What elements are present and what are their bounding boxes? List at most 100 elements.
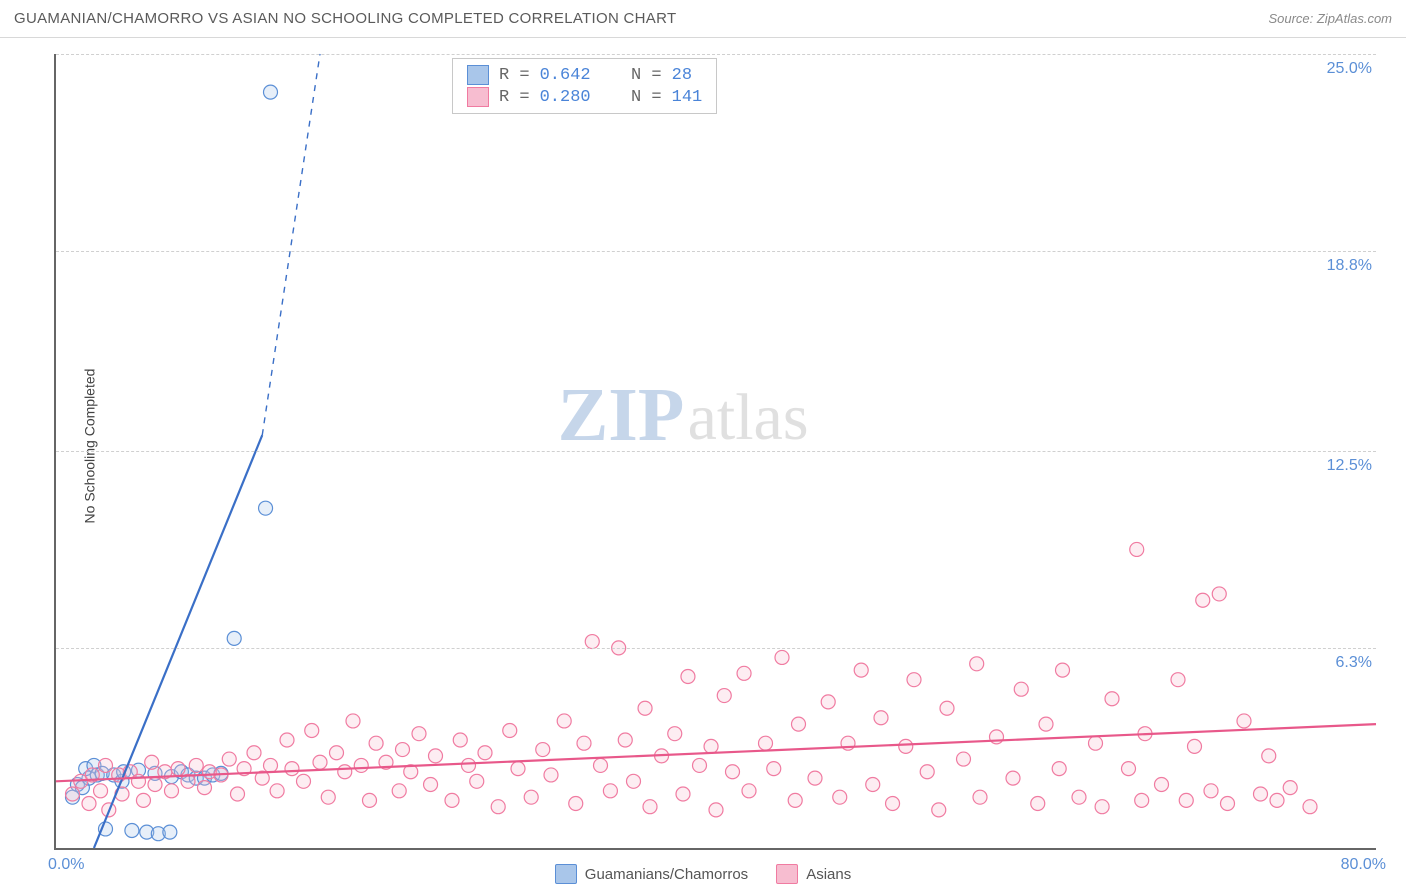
data-point [313, 755, 327, 769]
data-point [132, 774, 146, 788]
legend-swatch [467, 87, 489, 107]
data-point [594, 758, 608, 772]
data-point [627, 774, 641, 788]
data-point [569, 797, 583, 811]
data-point [932, 803, 946, 817]
n-value: 141 [672, 88, 703, 107]
data-point [668, 727, 682, 741]
data-point [833, 790, 847, 804]
data-point [82, 797, 96, 811]
title-bar: GUAMANIAN/CHAMORRO VS ASIAN NO SCHOOLING… [0, 0, 1406, 38]
data-point [1014, 682, 1028, 696]
data-point [1056, 663, 1070, 677]
data-point [1155, 777, 1169, 791]
gridline [56, 648, 1376, 649]
data-point [920, 765, 934, 779]
data-point [585, 635, 599, 649]
data-point [1283, 781, 1297, 795]
data-point [577, 736, 591, 750]
data-point [899, 739, 913, 753]
data-point [264, 758, 278, 772]
data-point [429, 749, 443, 763]
chart-title: GUAMANIAN/CHAMORRO VS ASIAN NO SCHOOLING… [14, 10, 676, 27]
data-point [886, 797, 900, 811]
stats-legend: R = 0.642 N = 28 R =0.280 N = 141 [452, 58, 717, 114]
data-point [1171, 673, 1185, 687]
data-point [866, 777, 880, 791]
data-point [693, 758, 707, 772]
data-point [709, 803, 723, 817]
n-label: N = [631, 88, 662, 107]
data-point [462, 758, 476, 772]
n-value: 28 [672, 66, 692, 85]
data-point [603, 784, 617, 798]
data-point [767, 762, 781, 776]
data-point [1031, 797, 1045, 811]
data-point [737, 666, 751, 680]
data-point [354, 758, 368, 772]
legend-swatch [776, 864, 798, 884]
data-point [424, 777, 438, 791]
x-tick-min: 0.0% [48, 856, 84, 874]
data-point [681, 669, 695, 683]
r-label: R = [499, 66, 530, 85]
r-value: 0.642 [540, 66, 591, 85]
bottom-legend: Guamanians/Chamorros Asians [0, 864, 1406, 884]
data-point [148, 777, 162, 791]
data-point [227, 631, 241, 645]
data-point [1188, 739, 1202, 753]
data-point [1196, 593, 1210, 607]
data-point [163, 825, 177, 839]
data-point [638, 701, 652, 715]
data-point [544, 768, 558, 782]
y-tick-label: 18.8% [1327, 257, 1372, 275]
data-point [396, 743, 410, 757]
legend-label: Guamanians/Chamorros [585, 866, 748, 883]
data-point [524, 790, 538, 804]
data-point [1135, 793, 1149, 807]
data-point [1254, 787, 1268, 801]
data-point [125, 824, 139, 838]
data-point [1262, 749, 1276, 763]
data-point [392, 784, 406, 798]
data-point [940, 701, 954, 715]
data-point [557, 714, 571, 728]
data-point [821, 695, 835, 709]
watermark-atlas: atlas [688, 380, 809, 456]
data-point [717, 689, 731, 703]
watermark-zip: ZIP [558, 372, 685, 459]
gridline [56, 251, 1376, 252]
data-point [305, 723, 319, 737]
data-point [788, 793, 802, 807]
data-point [270, 784, 284, 798]
data-point [1237, 714, 1251, 728]
data-point [726, 765, 740, 779]
data-point [792, 717, 806, 731]
data-point [973, 790, 987, 804]
data-point [704, 739, 718, 753]
stats-legend-row: R =0.280 N = 141 [467, 87, 702, 107]
y-tick-label: 12.5% [1327, 457, 1372, 475]
data-point [854, 663, 868, 677]
data-point [280, 733, 294, 747]
data-point [297, 774, 311, 788]
data-point [1130, 542, 1144, 556]
data-point [66, 787, 80, 801]
data-point [346, 714, 360, 728]
data-point [1072, 790, 1086, 804]
legend-swatch [555, 864, 577, 884]
legend-item: Asians [776, 864, 851, 884]
data-point [1179, 793, 1193, 807]
data-point [957, 752, 971, 766]
chart-source: Source: ZipAtlas.com [1268, 11, 1392, 26]
data-point [222, 752, 236, 766]
data-point [1105, 692, 1119, 706]
data-point [94, 784, 108, 798]
data-point [1212, 587, 1226, 601]
data-point [285, 762, 299, 776]
data-point [478, 746, 492, 760]
data-point [99, 758, 113, 772]
data-point [503, 723, 517, 737]
data-point [907, 673, 921, 687]
data-point [759, 736, 773, 750]
